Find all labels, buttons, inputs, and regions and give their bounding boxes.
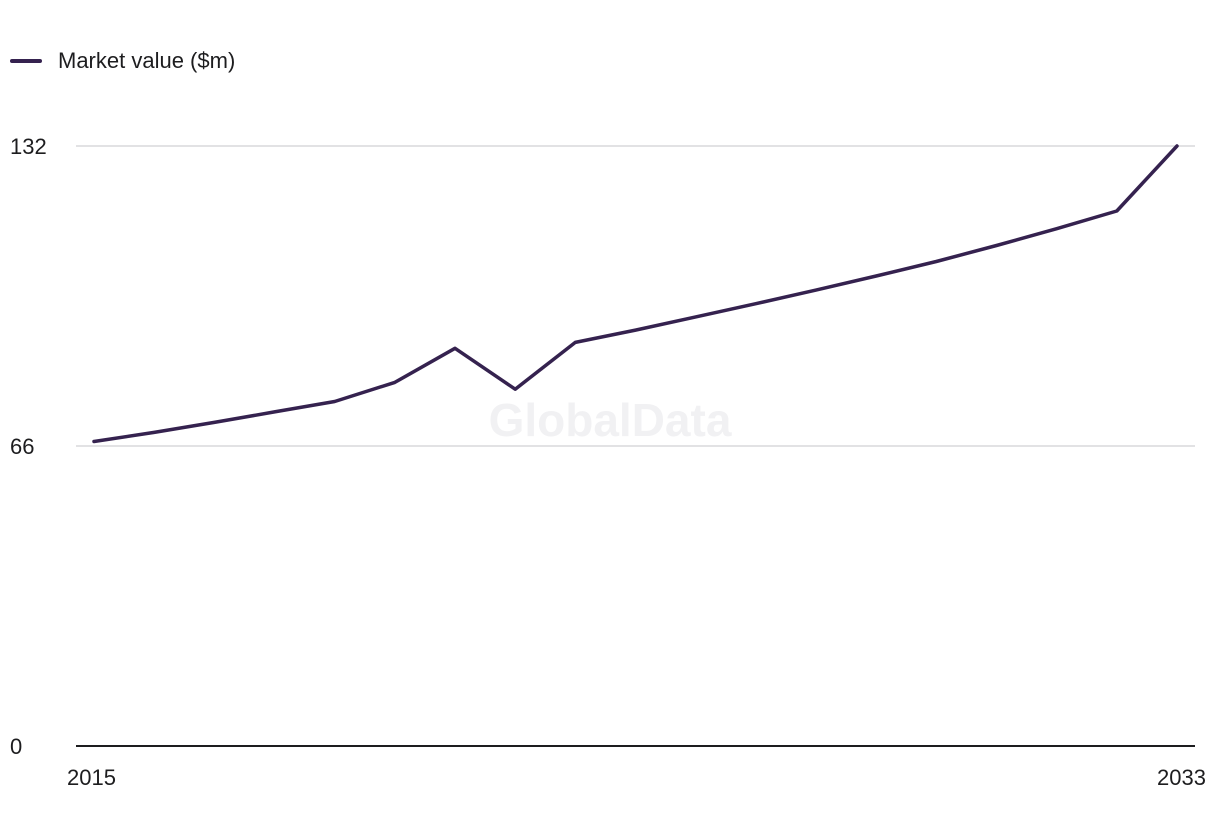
y-tick-labels: 0 66 132: [10, 134, 47, 759]
series-layer: [92, 144, 1179, 444]
x-tick-label-2015: 2015: [67, 765, 116, 790]
y-tick-label-132: 132: [10, 134, 47, 159]
legend: Market value ($m): [10, 44, 235, 78]
x-tick-labels: 2015 2033: [67, 765, 1206, 790]
series-line-0: [92, 144, 1179, 444]
legend-swatch: [10, 59, 42, 63]
grid-lines: [76, 145, 1195, 747]
watermark: GlobalData: [489, 394, 732, 446]
y-tick-label-0: 0: [10, 734, 22, 759]
x-tick-label-2033: 2033: [1157, 765, 1206, 790]
y-tick-label-66: 66: [10, 434, 34, 459]
legend-label: Market value ($m): [58, 48, 236, 73]
